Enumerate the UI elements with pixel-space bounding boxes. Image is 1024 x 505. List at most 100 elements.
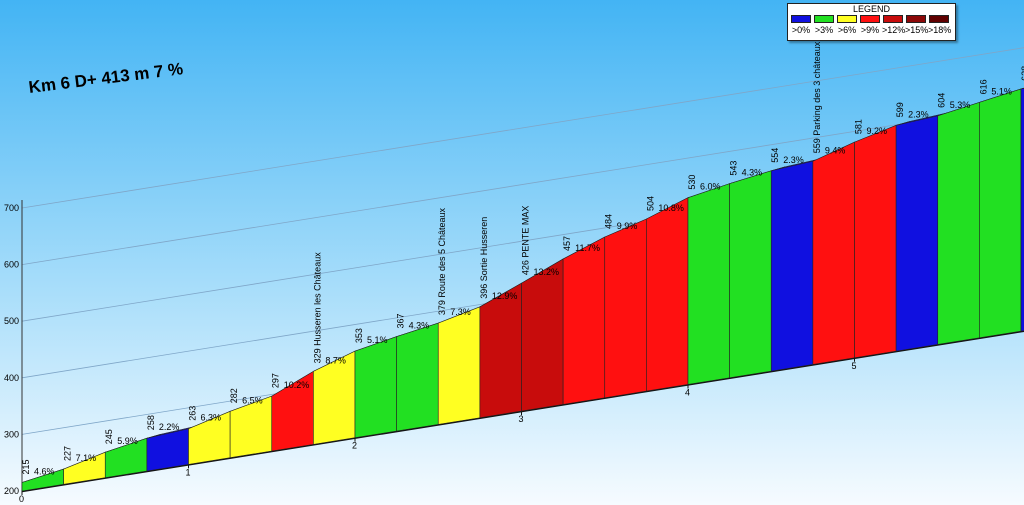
- y-tick-label: 600: [4, 260, 19, 270]
- elevation-label-20: 581: [854, 119, 864, 134]
- grade-label-22: 5.3%: [950, 100, 971, 110]
- grade-label-7: 8.7%: [325, 355, 346, 365]
- elevation-label-15: 504: [645, 196, 655, 211]
- legend-swatch-3: [860, 15, 880, 23]
- y-tick-label: 400: [4, 373, 19, 383]
- legend-item-6: >18%: [928, 15, 952, 35]
- elevation-label-9: 367: [396, 314, 406, 329]
- grade-label-17: 4.3%: [742, 168, 763, 178]
- legend-label-4: >12%: [882, 25, 906, 35]
- y-tick-label: 700: [4, 203, 19, 213]
- segment-9: [396, 322, 439, 432]
- legend-swatch-4: [883, 15, 903, 23]
- grade-label-19: 9.4%: [825, 145, 846, 155]
- grade-label-9: 4.3%: [409, 321, 430, 331]
- segment-14: [604, 218, 647, 399]
- elevation-label-2: 245: [104, 429, 114, 444]
- legend-item-1: >3%: [813, 15, 835, 35]
- legend-title: LEGEND: [852, 4, 890, 14]
- elevation-label-22: 604: [937, 93, 947, 108]
- legend-swatch-6: [929, 15, 949, 23]
- grade-label-1: 7.1%: [76, 453, 97, 463]
- segment-24: [1020, 88, 1024, 332]
- legend-item-3: >9%: [859, 15, 881, 35]
- legend-swatch-2: [837, 15, 857, 23]
- elevation-label-5: 282: [229, 388, 239, 403]
- legend-item-4: >12%: [882, 15, 906, 35]
- legend-label-6: >18%: [928, 25, 952, 35]
- elevation-label-19: 559 Parking des 3 châteaux: [812, 41, 822, 153]
- grade-label-2: 5.9%: [117, 436, 138, 446]
- grade-label-0: 4.6%: [34, 467, 55, 477]
- grid-line: [21, 47, 1024, 209]
- y-tick-label: 300: [4, 429, 19, 439]
- legend-swatch-1: [814, 15, 834, 23]
- segment-16: [687, 183, 730, 385]
- elevation-label-13: 457: [562, 236, 572, 251]
- elevation-label-23: 616: [978, 79, 988, 94]
- grade-label-23: 5.1%: [991, 86, 1012, 96]
- grade-label-5: 6.5%: [242, 395, 263, 405]
- segment-18: [770, 160, 814, 372]
- legend-label-0: >0%: [791, 25, 811, 35]
- elevation-label-12: 426 PENTE MAX: [521, 206, 531, 276]
- grade-label-8: 5.1%: [367, 335, 388, 345]
- segment-8: [354, 336, 397, 439]
- x-tick-label: 4: [685, 387, 690, 397]
- elevation-label-3: 258: [146, 415, 156, 430]
- elevation-label-18: 554: [770, 148, 780, 163]
- elevation-label-8: 353: [354, 328, 364, 343]
- elevation-label-4: 263: [188, 406, 198, 421]
- elevation-label-21: 599: [895, 102, 905, 117]
- grade-label-11: 12.9%: [492, 291, 518, 301]
- segment-23: [979, 88, 1022, 339]
- elevation-label-6: 297: [271, 373, 281, 388]
- legend-swatch-0: [791, 15, 811, 23]
- legend-label-2: >6%: [837, 25, 857, 35]
- segment-13: [562, 236, 606, 405]
- elevation-label-11: 396 Sortie Husseren: [479, 217, 489, 299]
- grade-label-15: 10.8%: [658, 203, 684, 213]
- grade-label-3: 2.2%: [159, 422, 180, 432]
- segment-layer: [21, 87, 1024, 492]
- segment-19: [812, 141, 855, 365]
- elevation-label-17: 543: [729, 161, 739, 176]
- segment-20: [854, 124, 897, 359]
- legend-label-3: >9%: [860, 25, 880, 35]
- grade-label-13: 11.7%: [575, 243, 600, 253]
- elevation-label-1: 227: [63, 446, 73, 461]
- elevation-label-10: 379 Route des 5 Châteaux: [437, 208, 447, 316]
- grade-label-18: 2.3%: [783, 155, 804, 165]
- grade-label-14: 9.9%: [617, 221, 638, 231]
- grade-label-12: 13.2%: [534, 267, 560, 277]
- legend-label-1: >3%: [814, 25, 834, 35]
- legend-label-5: >15%: [905, 25, 929, 35]
- y-tick-label: 500: [4, 316, 19, 326]
- x-tick-label: 3: [519, 414, 524, 424]
- x-tick-label: 5: [852, 361, 857, 371]
- elevation-label-16: 530: [687, 175, 697, 190]
- grid-line: [21, 103, 1024, 265]
- legend-item-2: >6%: [836, 15, 858, 35]
- grade-label-10: 7.3%: [450, 307, 471, 317]
- segment-21: [895, 115, 939, 352]
- segment-10: [437, 306, 481, 425]
- legend-item-0: >0%: [790, 15, 812, 35]
- segment-11: [479, 282, 522, 419]
- x-tick-label: 2: [352, 441, 357, 451]
- grade-label-21: 2.3%: [908, 109, 929, 119]
- grade-label-6: 10.2%: [284, 380, 310, 390]
- segment-17: [729, 170, 772, 379]
- legend: LEGEND >0% >3% >6% >9% >12% >15% >18%: [787, 3, 956, 41]
- elevation-label-14: 484: [604, 214, 614, 229]
- grade-label-16: 6.0%: [700, 182, 721, 192]
- elevation-label-24: 628: [1020, 66, 1024, 81]
- label-layer: 4.6% 7.1% 5.9% 2.2% 6.3% 6.5% 10.2% 8.7% 5.1% 4.3…: [21, 41, 1024, 476]
- elevation-label-7: 329 Husseren les Châteaux: [312, 252, 322, 364]
- grade-label-20: 9.2%: [867, 126, 888, 136]
- segment-12: [521, 258, 564, 412]
- y-tick-label: 200: [4, 486, 19, 496]
- segment-15: [646, 197, 689, 392]
